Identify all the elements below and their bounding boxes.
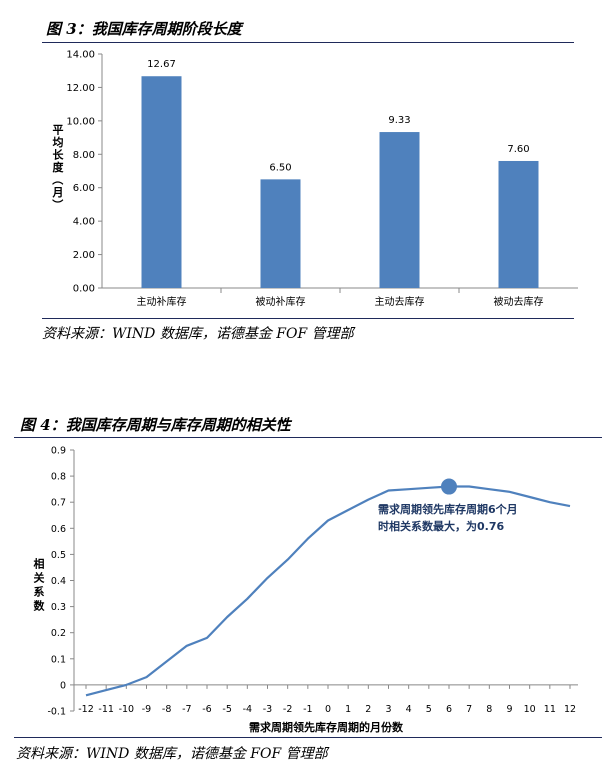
x-tick-label: 0: [325, 704, 331, 715]
line-chart-axes: [73, 450, 578, 711]
line-chart-y-axis-label: 相关系数: [34, 557, 46, 613]
data-label: 12.67: [147, 59, 176, 70]
y-axis-label-char: 相: [34, 557, 45, 571]
y-tick-label: 10.00: [66, 116, 95, 127]
y-tick-label: 0.2: [51, 628, 66, 639]
category-label: 被动补库存: [256, 295, 306, 308]
x-tick-label: 11: [544, 704, 556, 715]
x-tick-label: 1: [345, 704, 351, 715]
x-tick-label: 3: [385, 704, 391, 715]
x-tick-label: -2: [283, 704, 292, 715]
x-tick-label: 2: [365, 704, 371, 715]
y-tick-label: 0.9: [51, 446, 66, 457]
x-tick-label: -7: [182, 704, 191, 715]
y-tick-label: 12.00: [66, 83, 95, 94]
x-tick-label: -3: [263, 704, 272, 715]
figure3-source-rule: [42, 318, 574, 319]
figure4-source: 资料来源：WIND 数据库，诺德基金 FOF 管理部: [16, 746, 328, 762]
data-label: 7.60: [507, 144, 529, 155]
bar-chart-y-ticks: 0.00 2.00 4.00 6.00 8.00 10.00 12.00 14.00: [66, 50, 102, 295]
y-axis-label-char: 均: [53, 135, 64, 149]
line-chart-x-axis-label: 需求周期领先库存周期的月份数: [249, 720, 404, 734]
y-tick-label: 8.00: [73, 150, 95, 161]
y-tick-label: 0.1: [51, 654, 66, 665]
x-axis-label: 需求周期领先库存周期的月份数: [249, 720, 404, 734]
x-tick-label: 4: [406, 704, 412, 715]
y-tick-label: 0.4: [51, 576, 66, 587]
figure4-title: 图 4：我国库存周期与库存周期的相关性: [20, 416, 291, 434]
data-label: 9.33: [388, 115, 410, 126]
category-label: 被动去库存: [494, 295, 544, 308]
bar: [260, 179, 301, 288]
y-tick-label: 0.6: [51, 524, 66, 535]
y-tick-label: 14.00: [66, 50, 95, 61]
y-axis-label-char: 月: [52, 186, 64, 199]
annotation-text: 时相关系数最大，为0.76: [378, 519, 504, 533]
x-tick-label: -9: [142, 704, 151, 715]
y-axis-label-char: （: [51, 174, 64, 185]
y-axis-label-char: 度: [53, 160, 65, 174]
y-tick-label: 0.5: [51, 550, 66, 561]
y-tick-label: 0.8: [51, 472, 66, 483]
y-tick-label: 0: [60, 680, 66, 691]
line-chart-x-ticks: -12 -11 -10 -9 -8 -7 -6 -5 -4 -3 -2 -1 0 1 2 3 4 5 6 7 8 9 10 1…: [78, 684, 576, 715]
line-chart-y-ticks: -0.1 0 0.1 0.2 0.3 0.4 0.5 0.6 0.7 0.8 0.9: [47, 446, 74, 718]
y-tick-label: 0.7: [51, 498, 66, 509]
figure3-title: 图 3：我国库存周期阶段长度: [46, 20, 242, 38]
x-tick-label: -8: [162, 704, 171, 715]
y-tick-label: 0.3: [51, 602, 66, 613]
line-chart: -0.100.10.20.30.40.50.60.70.80.9 -12 -11-…: [34, 446, 578, 734]
x-tick-label: 12: [564, 704, 576, 715]
y-tick-label: -0.1: [47, 707, 66, 718]
category-label: 主动去库存: [375, 295, 425, 308]
bar-chart-categories: 主动补库存 被动补库存 主动去库存 被动去库存: [137, 288, 544, 308]
y-axis-label-char: ）: [51, 199, 64, 210]
series-line: [85, 485, 571, 697]
y-tick-label: 4.00: [73, 217, 95, 228]
y-tick-label: 0.00: [73, 284, 95, 295]
y-axis-label-char: 数: [34, 599, 46, 613]
bar: [379, 132, 420, 288]
y-axis-label-char: 关: [34, 571, 45, 585]
annotation-text: 需求周期领先库存周期6个月: [378, 502, 518, 516]
x-tick-label: -4: [243, 704, 252, 715]
bar: [498, 160, 539, 288]
y-tick-label: 2.00: [73, 250, 95, 261]
data-label: 6.50: [269, 162, 291, 173]
max-correlation-marker: [441, 478, 457, 495]
y-axis-label-char: 系: [34, 585, 45, 599]
bar-chart-data-labels: 12.67 6.50 9.33 7.60: [147, 59, 529, 173]
y-axis-label-char: 长: [53, 148, 65, 162]
bar: [141, 76, 182, 288]
x-tick-label: 5: [426, 704, 432, 715]
figure3-source: 资料来源：WIND 数据库，诺德基金 FOF 管理部: [42, 326, 354, 342]
x-tick-label: 10: [524, 704, 536, 715]
category-label: 主动补库存: [137, 295, 187, 308]
x-tick-label: 6: [446, 704, 452, 715]
y-tick-label: 6.00: [73, 183, 95, 194]
x-tick-label: -6: [202, 704, 211, 715]
x-tick-label: -1: [303, 704, 312, 715]
x-tick-label: 9: [506, 704, 512, 715]
bar-chart: 0.00 2.00 4.00 6.00 8.00 10.00 12.00 14.00 12.6…: [51, 50, 578, 308]
x-tick-label: -12: [78, 704, 94, 715]
figure4-title-rule: [14, 437, 602, 438]
x-tick-label: -5: [222, 704, 231, 715]
figure4-source-rule: [14, 737, 602, 738]
x-tick-label: 8: [486, 704, 492, 715]
x-tick-label: 7: [466, 704, 472, 715]
bar-chart-bars: [141, 76, 539, 288]
x-tick-label: -10: [119, 704, 135, 715]
figure3-title-rule: [42, 42, 574, 43]
x-tick-label: -11: [98, 704, 114, 715]
line-chart-series: [85, 485, 571, 697]
y-axis-label-char: 平: [53, 124, 64, 137]
